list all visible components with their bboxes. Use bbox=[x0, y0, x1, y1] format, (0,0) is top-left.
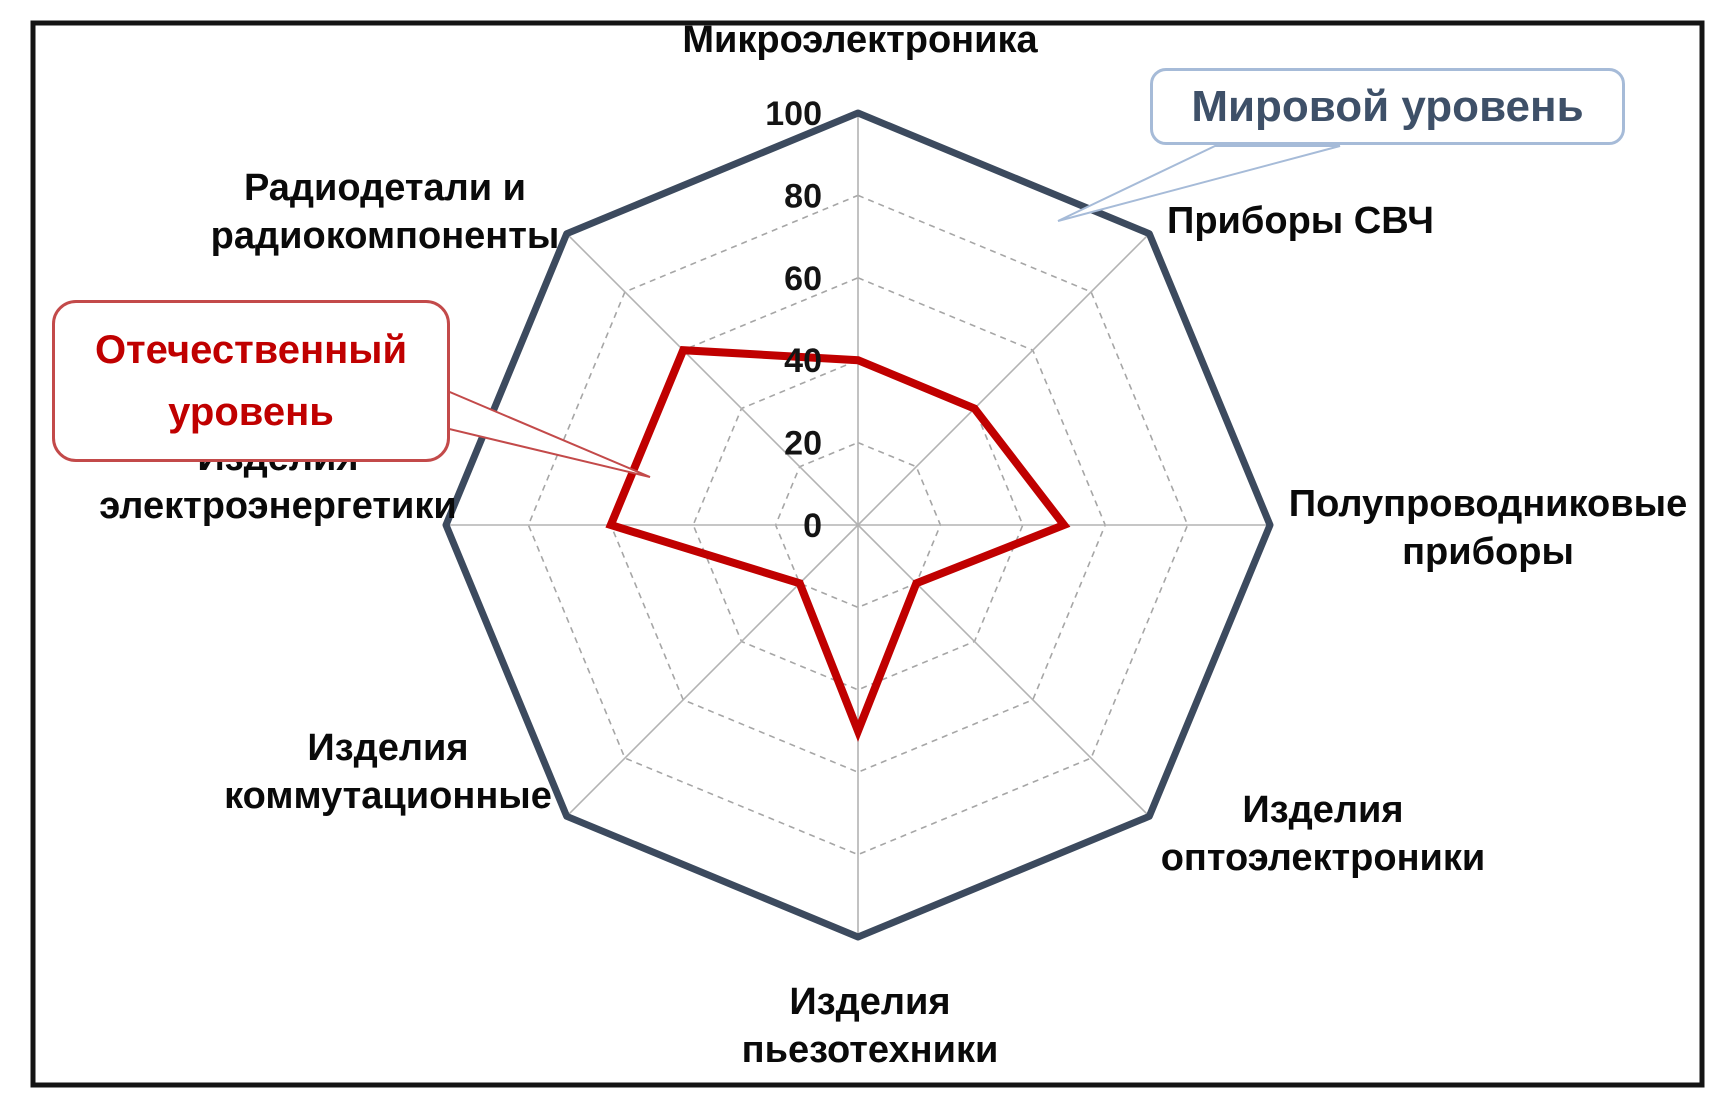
category-label-line: Изделия bbox=[307, 727, 468, 769]
category-label-0: Микроэлектроника bbox=[682, 19, 1038, 61]
category-label-7: Радиодетали и радиокомпоненты bbox=[211, 167, 560, 257]
axis-tick-label-0: 0 bbox=[803, 507, 822, 545]
category-label-line: приборы bbox=[1402, 531, 1574, 573]
category-label-line: Приборы СВЧ bbox=[1167, 200, 1434, 242]
category-label-line: коммутационные bbox=[224, 775, 552, 817]
radar-spoke bbox=[857, 233, 1150, 526]
axis-tick-label-60: 60 bbox=[784, 260, 822, 298]
category-label-line: Полупроводниковые bbox=[1289, 483, 1687, 525]
callout-domestic-level: Отечественный уровень bbox=[52, 300, 450, 462]
category-label-1: Приборы СВЧ bbox=[1167, 200, 1434, 242]
callout-domestic-label: Отечественный уровень bbox=[94, 328, 408, 434]
axis-tick-label-20: 20 bbox=[784, 425, 822, 463]
callout-world-label: Мировой уровень bbox=[1191, 81, 1584, 131]
category-label-line: Радиодетали и bbox=[244, 167, 526, 209]
callout-world-level: Мировой уровень bbox=[1150, 68, 1625, 145]
category-label-2: Полупроводниковые приборы bbox=[1289, 483, 1687, 573]
category-label-line: радиокомпоненты bbox=[211, 215, 560, 257]
category-label-5: Изделия коммутационные bbox=[224, 727, 552, 817]
radar-gridline-ring-40 bbox=[692, 359, 1024, 691]
radar-spoke bbox=[566, 524, 859, 817]
radar-spoke bbox=[857, 524, 1150, 817]
axis-tick-label-40: 40 bbox=[784, 342, 822, 380]
radar-gridline-ring-20 bbox=[774, 441, 942, 609]
category-label-line: Изделия bbox=[1242, 789, 1403, 831]
category-label-line: Изделия bbox=[789, 981, 950, 1023]
series-polygon-domestic-level bbox=[605, 346, 1071, 742]
chart-border-frame bbox=[30, 20, 1705, 1088]
category-label-3: Изделия оптоэлектроники bbox=[1161, 789, 1486, 879]
series-polygon-world-level bbox=[442, 109, 1274, 941]
category-label-line: оптоэлектроники bbox=[1161, 837, 1486, 879]
category-label-4: Изделия пьезотехники bbox=[742, 981, 999, 1071]
axis-tick-label-100: 100 bbox=[765, 95, 822, 133]
category-label-line: Микроэлектроника bbox=[682, 19, 1038, 61]
category-label-line: пьезотехники bbox=[742, 1029, 999, 1071]
axis-tick-label-80: 80 bbox=[784, 177, 822, 215]
category-label-line: электроэнергетики bbox=[99, 485, 456, 527]
radar-spoke bbox=[566, 233, 859, 526]
callout-tail-world bbox=[1057, 145, 1341, 222]
